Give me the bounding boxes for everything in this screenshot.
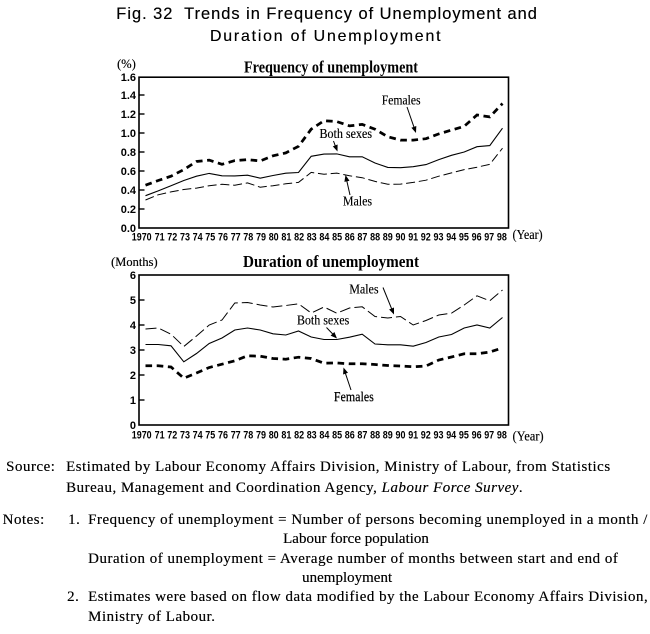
svg-text:92: 92: [421, 430, 431, 442]
svg-text:Both sexes: Both sexes: [319, 127, 372, 142]
svg-text:(%): (%): [117, 57, 136, 71]
svg-text:79: 79: [256, 232, 266, 244]
svg-text:95: 95: [459, 232, 469, 244]
svg-text:Males: Males: [349, 282, 378, 297]
svg-text:82: 82: [294, 232, 304, 244]
svg-text:97: 97: [484, 430, 494, 442]
svg-text:1970: 1970: [132, 430, 152, 442]
svg-text:2: 2: [130, 370, 136, 382]
svg-text:1: 1: [130, 395, 136, 407]
svg-text:98: 98: [497, 430, 507, 442]
svg-text:75: 75: [205, 430, 215, 442]
svg-text:71: 71: [155, 430, 165, 442]
svg-text:1.4: 1.4: [121, 90, 137, 102]
svg-text:Both sexes: Both sexes: [297, 314, 349, 329]
svg-text:77: 77: [231, 430, 241, 442]
svg-text:72: 72: [167, 232, 177, 244]
svg-text:1.0: 1.0: [121, 128, 136, 140]
svg-text:72: 72: [167, 430, 177, 442]
svg-text:0.8: 0.8: [121, 147, 136, 159]
svg-text:73: 73: [180, 430, 190, 442]
svg-text:85: 85: [332, 232, 342, 244]
svg-text:77: 77: [231, 232, 241, 244]
svg-text:78: 78: [243, 232, 253, 244]
svg-text:79: 79: [256, 430, 266, 442]
svg-text:86: 86: [345, 232, 355, 244]
svg-text:83: 83: [307, 232, 317, 244]
svg-text:5: 5: [130, 295, 136, 307]
svg-text:94: 94: [446, 232, 457, 244]
svg-text:84: 84: [319, 232, 330, 244]
svg-text:83: 83: [307, 430, 317, 442]
svg-text:Males: Males: [343, 195, 372, 210]
svg-text:0.4: 0.4: [121, 185, 137, 197]
svg-text:74: 74: [193, 232, 204, 244]
svg-text:(Year): (Year): [513, 227, 543, 242]
svg-text:6: 6: [130, 270, 136, 282]
svg-text:93: 93: [434, 430, 444, 442]
svg-text:0.0: 0.0: [121, 223, 136, 235]
svg-text:(Year): (Year): [513, 429, 544, 444]
svg-text:76: 76: [218, 430, 228, 442]
svg-text:95: 95: [459, 430, 469, 442]
svg-text:91: 91: [408, 430, 418, 442]
svg-text:4: 4: [130, 320, 137, 332]
svg-text:84: 84: [319, 430, 330, 442]
svg-text:76: 76: [218, 232, 228, 244]
svg-text:88: 88: [370, 232, 380, 244]
svg-text:92: 92: [421, 232, 431, 244]
svg-text:1.6: 1.6: [121, 72, 136, 84]
svg-text:88: 88: [370, 430, 380, 442]
svg-text:Females: Females: [334, 390, 374, 405]
svg-text:89: 89: [383, 430, 393, 442]
svg-text:86: 86: [345, 430, 355, 442]
svg-text:87: 87: [357, 232, 367, 244]
svg-text:1970: 1970: [132, 232, 152, 244]
svg-text:80: 80: [269, 430, 279, 442]
svg-text:Duration of unemployment: Duration of unemployment: [243, 252, 419, 271]
svg-text:96: 96: [472, 430, 482, 442]
svg-text:97: 97: [484, 232, 494, 244]
svg-text:0: 0: [130, 420, 136, 432]
svg-text:3: 3: [130, 345, 136, 357]
svg-text:0.2: 0.2: [121, 204, 136, 216]
svg-text:1.2: 1.2: [121, 109, 136, 121]
svg-text:75: 75: [205, 232, 215, 244]
svg-text:94: 94: [446, 430, 457, 442]
svg-text:Females: Females: [382, 93, 421, 108]
svg-text:78: 78: [243, 430, 253, 442]
svg-text:85: 85: [332, 430, 342, 442]
svg-text:(Months): (Months): [111, 255, 158, 269]
svg-text:73: 73: [180, 232, 190, 244]
svg-text:93: 93: [434, 232, 444, 244]
svg-text:Frequency of unemployment: Frequency of unemployment: [244, 58, 418, 77]
svg-text:0.6: 0.6: [121, 166, 136, 178]
svg-text:91: 91: [408, 232, 418, 244]
svg-text:90: 90: [396, 232, 406, 244]
svg-text:81: 81: [281, 232, 291, 244]
svg-text:81: 81: [281, 430, 291, 442]
svg-text:96: 96: [472, 232, 482, 244]
svg-text:98: 98: [497, 232, 507, 244]
svg-text:89: 89: [383, 232, 393, 244]
svg-text:80: 80: [269, 232, 279, 244]
svg-text:87: 87: [357, 430, 367, 442]
svg-text:82: 82: [294, 430, 304, 442]
svg-text:71: 71: [155, 232, 165, 244]
svg-text:74: 74: [193, 430, 204, 442]
svg-text:90: 90: [396, 430, 406, 442]
